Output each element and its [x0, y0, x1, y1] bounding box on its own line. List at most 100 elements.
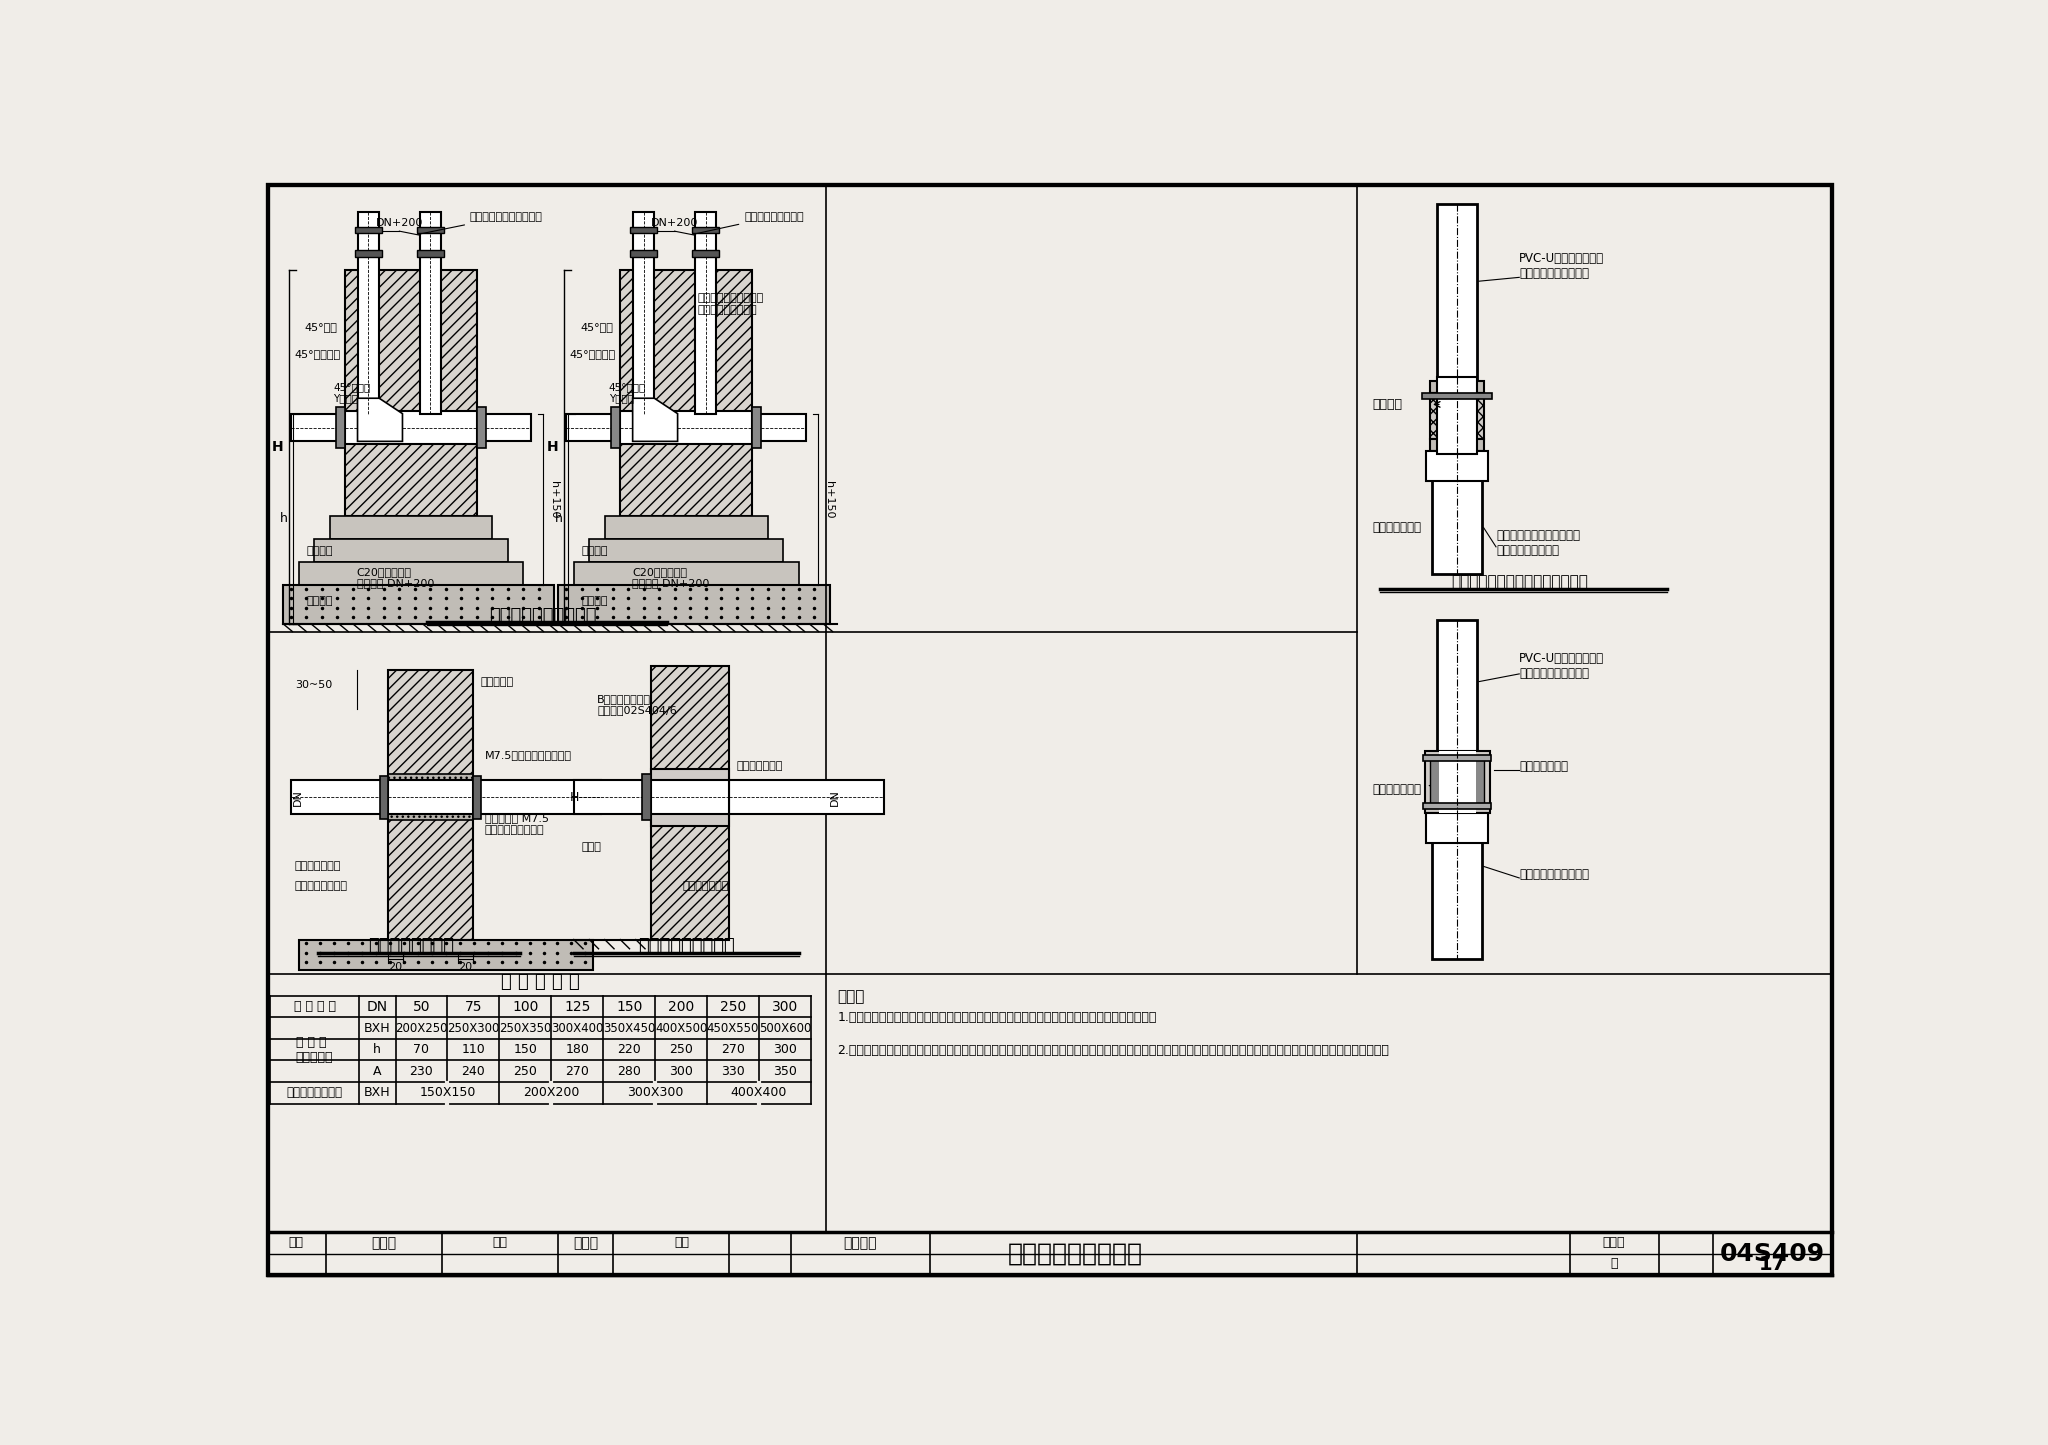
Text: h: h — [555, 512, 563, 525]
Text: 出户后理墙敷设宜优先
选用法兰承插式接口: 出户后理墙敷设宜优先 选用法兰承插式接口 — [698, 293, 764, 315]
Bar — [473, 776, 481, 819]
Text: H: H — [547, 439, 559, 454]
Text: 排出管穿检查井壁: 排出管穿检查井壁 — [369, 936, 455, 955]
Text: 100: 100 — [512, 1000, 539, 1013]
Text: 说明：: 说明： — [838, 990, 864, 1004]
Text: 180: 180 — [565, 1043, 590, 1056]
Text: 排水出户管穿外墙基础: 排水出户管穿外墙基础 — [489, 607, 596, 626]
Text: 刚性接口: 刚性接口 — [1372, 397, 1403, 410]
Text: 页: 页 — [1610, 1257, 1618, 1270]
Text: 水泥砂浆防水馒头: 水泥砂浆防水馒头 — [295, 880, 348, 890]
Bar — [692, 227, 719, 234]
Text: 125: 125 — [563, 1000, 590, 1013]
Text: 270: 270 — [721, 1043, 745, 1056]
Text: h: h — [373, 1043, 381, 1056]
Text: 粘土填实: 粘土填实 — [582, 546, 608, 556]
Bar — [354, 227, 381, 234]
Text: 校对: 校对 — [494, 1237, 508, 1250]
Text: H: H — [272, 439, 283, 454]
Text: 45°加长弯头: 45°加长弯头 — [295, 350, 340, 360]
Polygon shape — [621, 270, 752, 516]
Text: PVC-U塑料管或钢管等
（与铸铁管外径相等）: PVC-U塑料管或钢管等 （与铸铁管外径相等） — [1520, 652, 1604, 681]
Text: 粘土填实: 粘土填实 — [307, 595, 334, 605]
Text: C20混凝土支墩
支墩宽度 DN+200: C20混凝土支墩 支墩宽度 DN+200 — [633, 566, 709, 588]
Text: 250X300: 250X300 — [446, 1022, 500, 1035]
Text: BXH: BXH — [365, 1022, 391, 1035]
Bar — [387, 780, 473, 814]
Polygon shape — [633, 399, 678, 441]
Text: 300: 300 — [670, 1065, 692, 1078]
Text: 250: 250 — [514, 1065, 537, 1078]
Text: 郭从乙: 郭从乙 — [573, 1235, 598, 1250]
Bar — [418, 227, 444, 234]
Text: 机制排水铸铁管: 机制排水铸铁管 — [737, 762, 782, 772]
Text: 审核: 审核 — [289, 1237, 303, 1250]
Bar — [473, 780, 600, 814]
Bar — [1425, 812, 1489, 844]
Text: 45°加长弯头: 45°加长弯头 — [569, 350, 616, 360]
Text: 250X350: 250X350 — [500, 1022, 551, 1035]
Text: 排出管穿检查井壁: 排出管穿检查井壁 — [287, 1087, 342, 1100]
Bar — [621, 410, 752, 445]
Text: h: h — [281, 512, 289, 525]
Text: 350: 350 — [772, 1065, 797, 1078]
Text: PVC-U塑料管或钢管等
（与铸铁管外径不等）: PVC-U塑料管或钢管等 （与铸铁管外径不等） — [1520, 251, 1604, 280]
Text: 45°弯头或
Y型三通: 45°弯头或 Y型三通 — [608, 381, 645, 403]
Bar — [752, 413, 807, 441]
Bar — [1432, 451, 1483, 574]
Bar — [641, 775, 651, 821]
Text: 粘土填实: 粘土填实 — [582, 595, 608, 605]
Text: 400X400: 400X400 — [731, 1087, 786, 1100]
Text: 留 洞 尺 寸 表: 留 洞 尺 寸 表 — [502, 972, 580, 991]
Text: A: A — [373, 1065, 381, 1078]
Bar — [420, 212, 440, 413]
Text: 油麻等防水填料: 油麻等防水填料 — [1372, 522, 1421, 535]
Bar — [1430, 757, 1485, 806]
Bar — [291, 413, 530, 441]
Bar — [299, 939, 594, 971]
Text: 30~50: 30~50 — [295, 681, 332, 691]
Text: 50: 50 — [414, 1000, 430, 1013]
Bar — [1425, 751, 1489, 812]
Text: 230: 230 — [410, 1065, 434, 1078]
Bar — [1423, 393, 1493, 399]
Text: 17: 17 — [1759, 1256, 1786, 1274]
Bar — [573, 780, 651, 814]
Bar — [330, 516, 492, 539]
Text: 童适省: 童适省 — [371, 1235, 397, 1250]
Text: 200X200: 200X200 — [522, 1087, 580, 1100]
Text: 330: 330 — [721, 1065, 745, 1078]
Text: 04S409: 04S409 — [1720, 1241, 1825, 1266]
Text: 500X600: 500X600 — [758, 1022, 811, 1035]
Text: 45°弯头: 45°弯头 — [305, 322, 338, 332]
Bar — [1425, 451, 1489, 481]
Polygon shape — [358, 399, 403, 441]
Bar — [313, 539, 508, 562]
Bar — [1430, 393, 1485, 439]
Bar — [418, 250, 444, 257]
Text: 150: 150 — [514, 1043, 537, 1056]
Text: DN: DN — [367, 1000, 387, 1013]
Text: 排水铸铁管与其它材质排水管连接: 排水铸铁管与其它材质排水管连接 — [1450, 574, 1587, 590]
Bar — [565, 413, 621, 441]
Text: 排出管穿地下室外墙: 排出管穿地下室外墙 — [637, 936, 735, 955]
Text: 400X500: 400X500 — [655, 1022, 707, 1035]
Bar — [477, 407, 485, 448]
Bar — [346, 410, 477, 445]
Text: 240: 240 — [461, 1065, 485, 1078]
Bar — [1438, 751, 1477, 812]
Bar — [729, 780, 885, 814]
Bar — [477, 413, 530, 441]
Bar — [752, 407, 762, 448]
Text: 200X250: 200X250 — [395, 1022, 449, 1035]
Bar — [1438, 620, 1477, 751]
Text: 机制排水铸铁管: 机制排水铸铁管 — [295, 861, 342, 871]
Bar — [1432, 812, 1483, 959]
Text: M7.5水泥砂浆第二次嵌实: M7.5水泥砂浆第二次嵌实 — [485, 750, 571, 760]
Text: 1.对于法兰承插式排水铸铁管，在与塑料管或钢管连接时，如两者外径相等，可采用柔性接口。: 1.对于法兰承插式排水铸铁管，在与塑料管或钢管连接时，如两者外径相等，可采用柔性… — [838, 1011, 1157, 1025]
Text: 45°弯头或
Y型三通: 45°弯头或 Y型三通 — [334, 381, 371, 403]
Text: 270: 270 — [565, 1065, 590, 1078]
Text: 安装节点详图（二）: 安装节点详图（二） — [1008, 1241, 1143, 1266]
Text: 200: 200 — [668, 1000, 694, 1013]
Bar — [631, 250, 657, 257]
